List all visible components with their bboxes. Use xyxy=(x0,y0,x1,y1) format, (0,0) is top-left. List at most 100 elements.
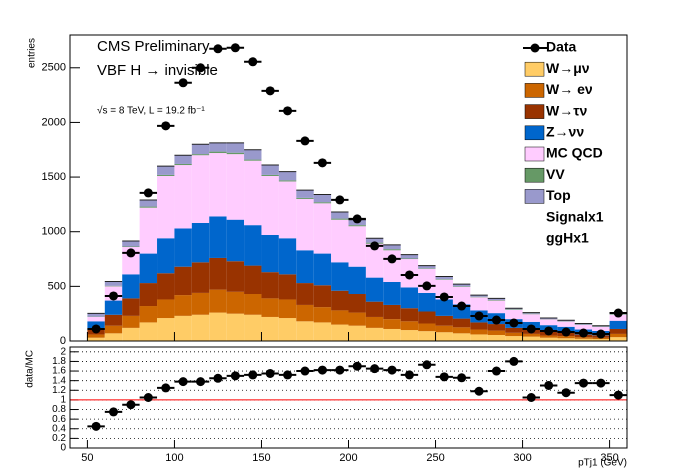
stack-segment xyxy=(278,180,297,182)
stack-segment xyxy=(174,165,192,229)
stack-segment xyxy=(418,331,436,341)
annotation: VBF H → invisible xyxy=(97,62,218,79)
ratio-point xyxy=(178,377,188,387)
y-tick-label: 0 xyxy=(60,443,66,454)
stack-segment xyxy=(505,309,523,310)
data-point xyxy=(248,57,258,67)
stack-segment xyxy=(139,322,158,341)
stack-segment xyxy=(157,238,175,274)
stack-segment xyxy=(383,244,401,250)
stack-segment xyxy=(487,324,506,331)
stack-segment xyxy=(313,202,332,204)
stack-segment xyxy=(87,337,105,341)
stack-segment xyxy=(365,301,384,317)
y-tick-label: 1500 xyxy=(42,171,66,183)
legend-label: MC QCD xyxy=(546,145,603,161)
stack-segment xyxy=(313,307,332,323)
stack-segment xyxy=(331,324,349,341)
stack-segment xyxy=(174,266,192,296)
data-point xyxy=(213,44,223,54)
stack-segment xyxy=(226,313,245,341)
data-point xyxy=(91,324,101,334)
stack-segment xyxy=(331,218,349,220)
stack-segment xyxy=(365,243,384,278)
stack-segment xyxy=(331,310,349,325)
stack-segment xyxy=(104,314,123,326)
stack-segment xyxy=(348,226,366,267)
stack-segment xyxy=(313,322,332,341)
stack-segment xyxy=(522,336,540,341)
data-point xyxy=(161,121,171,131)
stack-segment xyxy=(313,203,332,254)
ratio-point xyxy=(317,365,327,375)
y-axis-label: data/MC xyxy=(25,350,36,388)
stack-segment xyxy=(574,323,593,325)
stack-segment xyxy=(400,258,419,260)
ratio-point xyxy=(474,386,484,396)
stack-segment xyxy=(278,299,297,319)
stack-segment xyxy=(331,219,349,263)
stack-segment xyxy=(296,304,314,322)
stack-segment xyxy=(609,314,627,321)
stack-segment xyxy=(191,155,210,223)
legend-swatch xyxy=(524,167,545,183)
stack-segment xyxy=(244,160,262,226)
stack-segment xyxy=(470,322,488,330)
data-point xyxy=(265,86,275,96)
y-tick-label: 0.2 xyxy=(52,433,66,444)
y-tick-label: 1.2 xyxy=(52,385,66,396)
stack-segment xyxy=(383,319,401,329)
y-tick-label: 2000 xyxy=(42,116,66,128)
y-tick-label: 1000 xyxy=(42,226,66,238)
stack-segment xyxy=(609,333,627,338)
stack-segment xyxy=(122,274,140,299)
data-point xyxy=(196,63,206,73)
legend-label: VV xyxy=(546,166,565,182)
legend-label: W→ eν xyxy=(546,81,593,97)
stack-segment xyxy=(487,334,506,341)
ratio-point xyxy=(161,383,171,393)
stack-segment xyxy=(209,216,227,258)
stack-segment xyxy=(139,200,158,207)
data-point xyxy=(335,195,345,205)
x-tick-label: 100 xyxy=(165,452,183,464)
data-point xyxy=(283,106,293,116)
legend-label: W→μν xyxy=(546,60,590,76)
data-point xyxy=(300,136,310,146)
stack-segment xyxy=(435,279,453,300)
stack-segment xyxy=(539,319,558,326)
stack-segment xyxy=(296,198,314,251)
stack-segment xyxy=(348,266,366,295)
stack-segment xyxy=(244,159,262,161)
ratio-point xyxy=(422,360,432,370)
stack-segment xyxy=(104,325,123,334)
stack-segment xyxy=(226,154,245,220)
ratio-point xyxy=(248,370,258,380)
stack-segment xyxy=(452,284,471,287)
stack-segment xyxy=(278,318,297,341)
stack-segment xyxy=(435,276,453,280)
ratio-point xyxy=(404,370,414,380)
data-point xyxy=(509,318,519,328)
stack-segment xyxy=(331,212,349,219)
stack-segment xyxy=(209,257,227,290)
data-point xyxy=(230,43,240,53)
x-tick-label: 50 xyxy=(81,452,93,464)
annotation: CMS Preliminary xyxy=(97,38,210,55)
legend-label: Z→νν xyxy=(546,124,584,140)
stack-segment xyxy=(470,334,488,341)
ratio-point xyxy=(439,372,449,382)
stack-segment xyxy=(209,151,227,154)
ratio-point xyxy=(109,407,119,417)
stack-segment xyxy=(261,316,279,341)
stack-segment xyxy=(383,328,401,341)
stack-segment xyxy=(487,330,506,335)
stack-segment xyxy=(244,294,262,315)
stack-segment xyxy=(418,292,436,312)
stack-segment xyxy=(296,321,314,341)
stack-segment xyxy=(400,330,419,341)
stack-segment xyxy=(470,297,488,311)
stack-segment xyxy=(278,171,297,181)
stack-segment xyxy=(261,272,279,299)
stack-segment xyxy=(139,283,158,307)
